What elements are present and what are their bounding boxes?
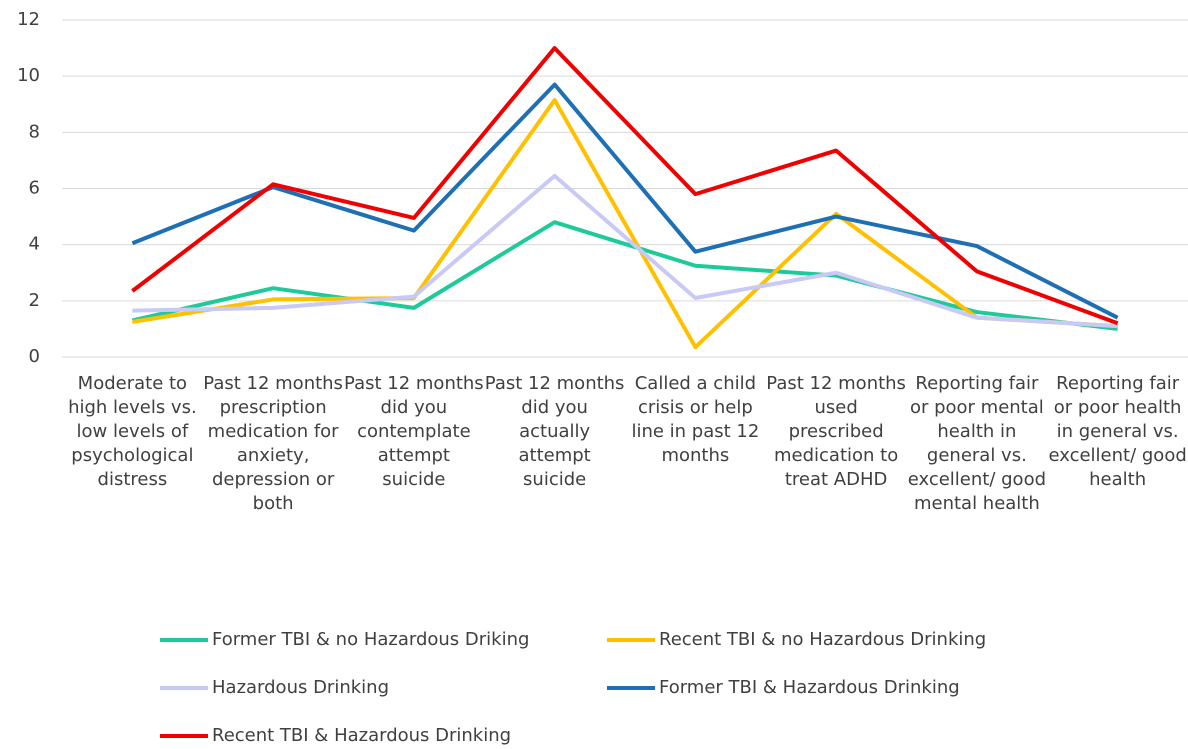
series-line (131, 46, 1119, 326)
y-tick-label: 10 (17, 65, 40, 86)
x-tick-label: Past 12 months used prescribed medicatio… (766, 373, 906, 490)
x-tick-label: Past 12 months did you actually attempt … (484, 373, 625, 490)
y-tick-label: 0 (29, 346, 40, 367)
series-line (132, 98, 1118, 350)
y-tick-label: 6 (29, 178, 40, 199)
x-tick-label: Reporting fair or poor health in general… (1048, 373, 1187, 490)
legend-label: Former TBI & Hazardous Drinking (659, 677, 960, 698)
y-tick-label: 12 (17, 9, 40, 30)
legend-label: Former TBI & no Hazardous Driking (212, 629, 529, 650)
y-tick-label: 8 (29, 121, 40, 142)
y-tick-label: 4 (29, 234, 40, 255)
series-line (132, 173, 1118, 329)
y-tick-label: 2 (29, 290, 40, 311)
series-line (131, 220, 1118, 331)
series-line (131, 82, 1119, 320)
x-tick-label: Past 12 months prescription medication f… (203, 373, 343, 514)
x-tick-label: Past 12 months did you contemplate attem… (344, 373, 484, 490)
x-tick-label: Called a child crisis or help line in pa… (631, 373, 760, 466)
x-tick-label: Moderate to high levels vs. low levels o… (68, 373, 197, 490)
x-tick-label: Reporting fair or poor mental health in … (907, 373, 1047, 514)
legend-label: Recent TBI & Hazardous Drinking (212, 725, 511, 746)
legend-label: Hazardous Drinking (212, 677, 389, 698)
legend-label: Recent TBI & no Hazardous Drinking (659, 629, 986, 650)
